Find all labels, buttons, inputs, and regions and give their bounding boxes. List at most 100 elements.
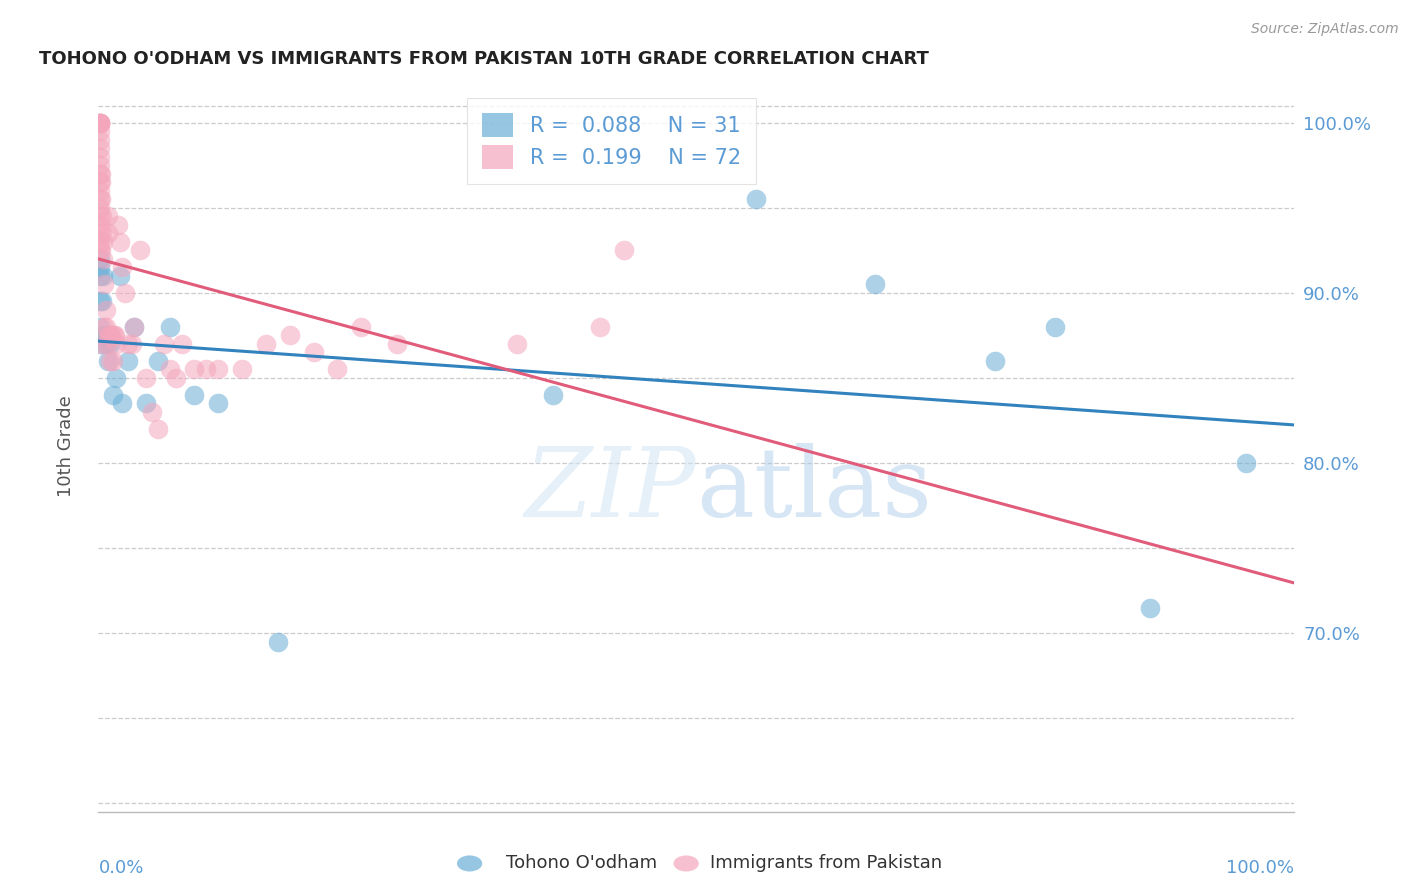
Point [90, 192, 112, 206]
Text: 0.0%: 0.0% [98, 859, 143, 877]
Text: Immigrants from Pakistan: Immigrants from Pakistan [710, 855, 942, 872]
Point [89, 116, 111, 130]
Text: TOHONO O'ODHAM VS IMMIGRANTS FROM PAKISTAN 10TH GRADE CORRELATION CHART: TOHONO O'ODHAM VS IMMIGRANTS FROM PAKIST… [39, 50, 928, 68]
Point [94, 302, 117, 317]
Point [101, 388, 124, 402]
Point [98, 337, 122, 351]
Point [172, 337, 194, 351]
Point [159, 320, 181, 334]
Point [135, 371, 157, 385]
Point [91, 227, 114, 241]
Point [103, 328, 125, 343]
Point [97, 210, 120, 224]
Point [1043, 320, 1066, 334]
Point [98, 328, 122, 343]
Point [90, 337, 112, 351]
Y-axis label: 10th Grade: 10th Grade [56, 395, 75, 497]
Point [108, 268, 131, 283]
Point [183, 388, 205, 402]
Point [89, 294, 111, 309]
Point [141, 405, 163, 419]
Text: atlas: atlas [696, 443, 932, 537]
Point [89, 116, 111, 130]
Point [105, 371, 128, 385]
Point [89, 124, 111, 138]
Point [93, 328, 115, 343]
Point [865, 277, 887, 292]
Point [613, 244, 636, 258]
Point [101, 354, 124, 368]
Point [93, 320, 115, 334]
Point [350, 320, 373, 334]
Point [89, 201, 111, 215]
Point [90, 175, 112, 189]
Point [254, 337, 277, 351]
Point [89, 210, 111, 224]
Point [107, 218, 129, 232]
Point [153, 337, 176, 351]
Point [111, 396, 134, 410]
Legend: R =  0.088    N = 31, R =  0.199    N = 72: R = 0.088 N = 31, R = 0.199 N = 72 [467, 98, 755, 184]
Point [93, 277, 115, 292]
Point [89, 252, 111, 266]
Point [89, 116, 111, 130]
Point [91, 268, 114, 283]
Point [541, 388, 564, 402]
Point [984, 354, 1007, 368]
Text: Source: ZipAtlas.com: Source: ZipAtlas.com [1251, 22, 1399, 37]
Point [589, 320, 612, 334]
Point [159, 362, 181, 376]
Point [117, 337, 139, 351]
Text: ZIP: ZIP [524, 443, 696, 537]
Point [89, 116, 111, 130]
Point [302, 345, 325, 359]
Point [129, 244, 152, 258]
Point [114, 285, 136, 300]
Point [97, 354, 120, 368]
Point [326, 362, 349, 376]
Point [89, 150, 111, 164]
Point [89, 260, 111, 275]
Point [89, 268, 111, 283]
Point [89, 133, 111, 147]
Point [148, 354, 170, 368]
Point [1139, 600, 1161, 615]
Point [267, 634, 290, 648]
Point [96, 337, 118, 351]
Point [135, 396, 157, 410]
Point [124, 320, 146, 334]
Point [207, 362, 229, 376]
Point [89, 235, 111, 249]
Point [105, 337, 128, 351]
Point [97, 227, 120, 241]
Point [117, 354, 139, 368]
Point [91, 252, 114, 266]
Point [91, 235, 114, 249]
Point [89, 167, 111, 181]
Point [89, 141, 111, 155]
Point [98, 328, 121, 343]
Point [89, 184, 111, 198]
Point [89, 175, 111, 189]
Text: Tohono O'odham: Tohono O'odham [506, 855, 657, 872]
Text: 100.0%: 100.0% [1226, 859, 1294, 877]
Point [385, 337, 409, 351]
Point [89, 116, 111, 130]
Point [124, 320, 146, 334]
Point [506, 337, 529, 351]
Point [165, 371, 187, 385]
Point [91, 210, 114, 224]
Point [148, 422, 170, 436]
Point [183, 362, 205, 376]
Point [111, 260, 134, 275]
Point [89, 218, 111, 232]
Point [89, 158, 111, 172]
Point [231, 362, 253, 376]
Point [278, 328, 301, 343]
Point [108, 235, 131, 249]
Point [90, 167, 112, 181]
Point [89, 244, 111, 258]
Point [89, 337, 111, 351]
Point [1234, 456, 1257, 470]
Point [98, 354, 122, 368]
